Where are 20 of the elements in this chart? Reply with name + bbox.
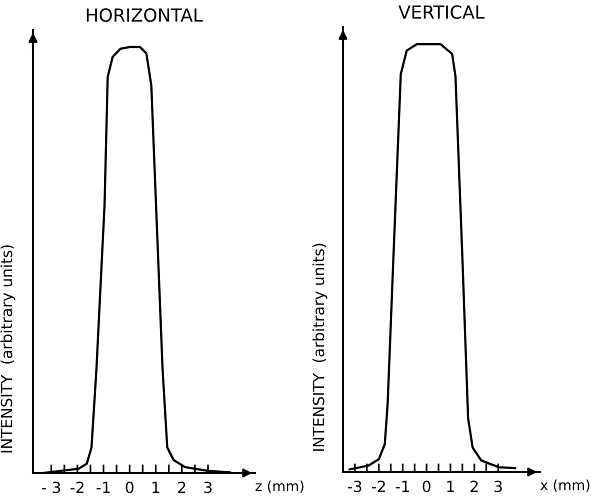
x-tick-label: - 3	[42, 482, 60, 494]
x-tick-label: 1	[447, 480, 454, 492]
x-tick-label: 1	[152, 482, 160, 493]
y-axis-title: INTENSITY (arbitrary units)	[0, 245, 16, 452]
x-tick-label: -3	[348, 480, 362, 492]
x-axis-title: z (mm)	[256, 480, 304, 493]
chart-title: VERTICAL	[398, 5, 485, 19]
x-tick-label: 3	[494, 480, 502, 492]
y-axis-title: INTENSITY (arbitrary units)	[312, 244, 328, 451]
chart-title: HORIZONTAL	[86, 8, 203, 22]
x-axis-title: x (mm)	[540, 480, 590, 492]
x-tick-label: -2	[70, 482, 84, 493]
x-tick-label: 2	[178, 482, 186, 493]
x-tick-label: 2	[470, 480, 478, 492]
x-tick-label: -1	[396, 480, 409, 492]
x-tick-label: 0	[126, 482, 134, 494]
x-tick-label: 0	[422, 480, 430, 492]
x-tick-label: -2	[372, 480, 385, 492]
x-tick-label: 3	[204, 482, 212, 494]
x-tick-label: -1	[96, 482, 110, 493]
